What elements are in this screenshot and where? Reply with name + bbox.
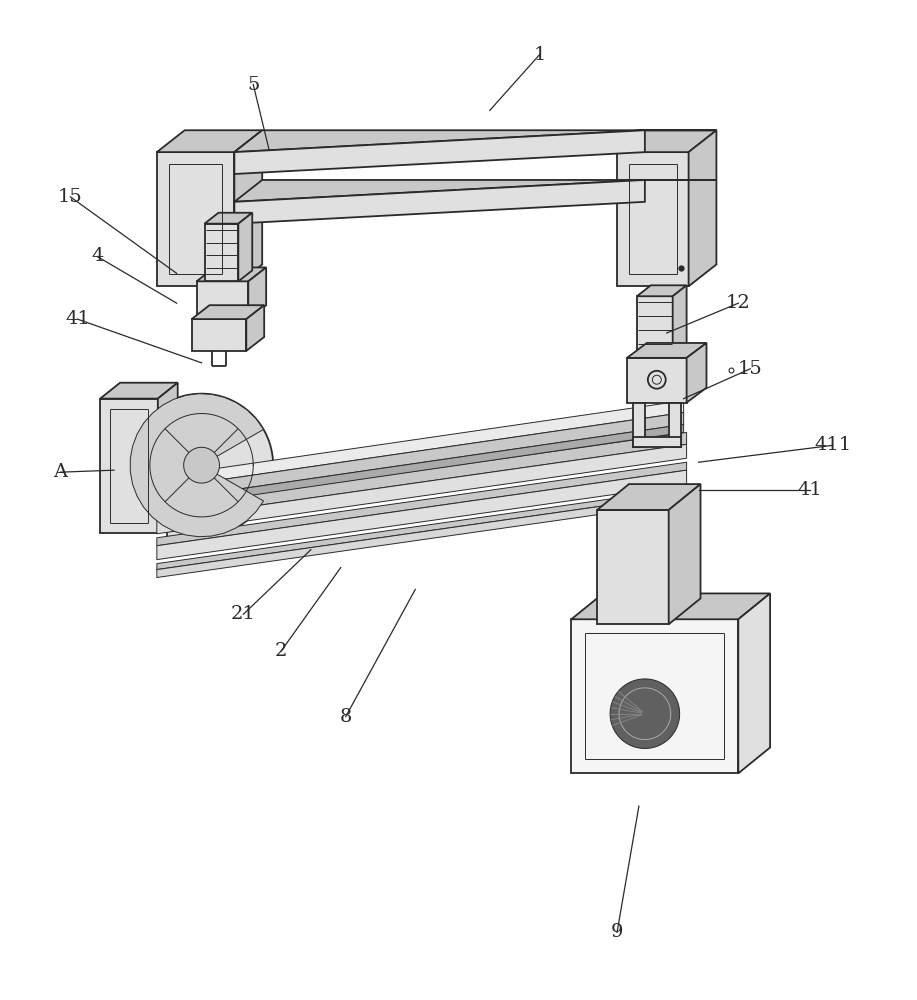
Text: 4: 4 bbox=[91, 247, 104, 265]
Polygon shape bbox=[673, 285, 687, 358]
Polygon shape bbox=[235, 130, 262, 286]
Polygon shape bbox=[235, 180, 716, 202]
Polygon shape bbox=[668, 403, 680, 447]
Polygon shape bbox=[157, 470, 687, 560]
Polygon shape bbox=[597, 510, 668, 624]
Polygon shape bbox=[627, 358, 687, 403]
Text: 15: 15 bbox=[738, 360, 763, 378]
Polygon shape bbox=[597, 484, 701, 510]
Polygon shape bbox=[235, 180, 645, 224]
Polygon shape bbox=[610, 679, 679, 748]
Polygon shape bbox=[571, 593, 770, 619]
Polygon shape bbox=[633, 403, 645, 447]
Polygon shape bbox=[249, 267, 266, 319]
Text: 21: 21 bbox=[231, 605, 256, 623]
Polygon shape bbox=[204, 213, 252, 224]
Text: 8: 8 bbox=[339, 708, 352, 726]
Polygon shape bbox=[633, 437, 680, 447]
Polygon shape bbox=[689, 130, 716, 286]
Text: 41: 41 bbox=[65, 310, 90, 328]
Polygon shape bbox=[235, 130, 645, 174]
Text: 9: 9 bbox=[611, 923, 624, 941]
Polygon shape bbox=[164, 413, 684, 500]
Polygon shape bbox=[668, 484, 701, 624]
Polygon shape bbox=[204, 224, 238, 281]
Polygon shape bbox=[238, 213, 252, 281]
Text: A: A bbox=[53, 463, 68, 481]
Polygon shape bbox=[192, 319, 247, 351]
Polygon shape bbox=[157, 444, 687, 534]
Polygon shape bbox=[196, 281, 249, 319]
Text: 1: 1 bbox=[534, 46, 546, 64]
Polygon shape bbox=[157, 494, 687, 578]
Polygon shape bbox=[196, 267, 266, 281]
Polygon shape bbox=[157, 130, 262, 152]
Polygon shape bbox=[130, 394, 273, 537]
Polygon shape bbox=[157, 462, 687, 546]
Polygon shape bbox=[157, 488, 687, 570]
Polygon shape bbox=[617, 130, 716, 152]
Polygon shape bbox=[235, 130, 716, 152]
Polygon shape bbox=[157, 432, 687, 520]
Text: 12: 12 bbox=[726, 294, 751, 312]
Polygon shape bbox=[627, 343, 706, 358]
Polygon shape bbox=[637, 285, 687, 296]
Polygon shape bbox=[164, 424, 684, 508]
Polygon shape bbox=[164, 401, 684, 488]
Text: 411: 411 bbox=[814, 436, 851, 454]
Polygon shape bbox=[167, 488, 227, 500]
Polygon shape bbox=[158, 383, 178, 533]
Polygon shape bbox=[100, 383, 178, 399]
Polygon shape bbox=[130, 394, 263, 537]
Polygon shape bbox=[637, 296, 673, 358]
Polygon shape bbox=[687, 343, 706, 403]
Polygon shape bbox=[247, 305, 264, 351]
Polygon shape bbox=[192, 305, 264, 319]
Text: 2: 2 bbox=[275, 642, 287, 660]
Text: 15: 15 bbox=[58, 188, 83, 206]
Text: 5: 5 bbox=[247, 76, 260, 94]
Polygon shape bbox=[738, 593, 770, 773]
Polygon shape bbox=[617, 152, 689, 286]
Polygon shape bbox=[183, 447, 219, 483]
Polygon shape bbox=[100, 399, 158, 533]
Text: 41: 41 bbox=[798, 481, 823, 499]
Polygon shape bbox=[167, 500, 212, 538]
Polygon shape bbox=[571, 619, 738, 773]
Polygon shape bbox=[157, 152, 235, 286]
